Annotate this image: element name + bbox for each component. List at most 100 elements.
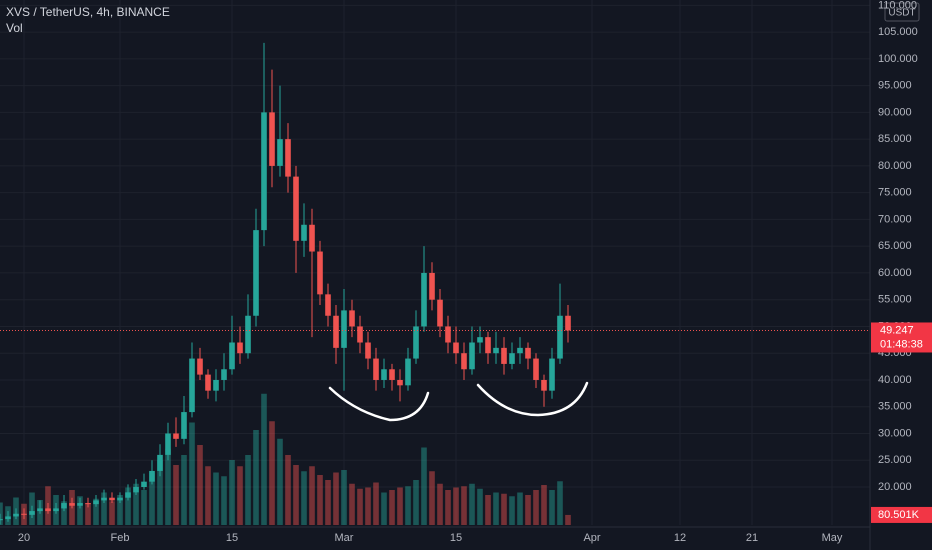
volume-bar: [365, 487, 371, 525]
y-tick-label: 95.000: [878, 80, 912, 92]
x-tick-label: 12: [674, 532, 686, 544]
currency-box[interactable]: [884, 2, 920, 22]
volume-bar: [61, 501, 67, 525]
drawing-curve: [328, 386, 430, 422]
candle-body: [501, 347, 507, 364]
candle-body: [477, 337, 483, 343]
chart-title: XVS / TetherUS, 4h, BINANCE: [6, 5, 170, 19]
candle-body: [541, 379, 547, 391]
y-tick-label: 100.000: [878, 53, 918, 65]
y-tick-label: 60.000: [878, 267, 912, 279]
volume-bar: [293, 465, 299, 525]
candle-body: [213, 379, 219, 391]
x-tick-label: Apr: [583, 532, 600, 544]
candle-body: [21, 513, 27, 515]
candle-body: [341, 310, 347, 348]
candle-body: [173, 433, 179, 439]
volume-bar: [517, 492, 523, 525]
volume-bar: [133, 483, 139, 525]
volume-bar: [229, 460, 235, 525]
candle-body: [301, 224, 307, 241]
candle-body: [205, 374, 211, 391]
volume-bar: [221, 476, 227, 525]
candle-body: [349, 310, 355, 327]
candle-body: [509, 353, 515, 364]
grid: [0, 0, 870, 525]
volume-bar: [445, 490, 451, 525]
volume-bar: [285, 455, 291, 525]
x-tick-label: 15: [450, 532, 462, 544]
volume-bar: [357, 488, 363, 525]
volume-title: Vol: [6, 21, 23, 35]
x-tick-label: 20: [18, 532, 30, 544]
y-tick-label: 55.000: [878, 294, 912, 306]
candle-body: [181, 412, 187, 439]
volume-bar: [405, 486, 411, 525]
volume-bar: [149, 472, 155, 525]
volume-bar: [493, 492, 499, 525]
volume-bar: [213, 472, 219, 525]
volume-bar: [101, 492, 107, 525]
candle-body: [565, 315, 571, 331]
volume-bar: [181, 455, 187, 525]
volume-bar: [173, 465, 179, 525]
candle-body: [381, 369, 387, 380]
y-tick-label: 40.000: [878, 374, 912, 386]
volume-bar: [397, 487, 403, 525]
volume-bar: [109, 501, 115, 525]
volume-bar: [549, 490, 555, 525]
volume-bar: [453, 487, 459, 525]
candle-body: [69, 503, 75, 506]
candle-body: [357, 326, 363, 343]
currency[interactable]: USDT: [888, 8, 915, 19]
candle-body: [189, 358, 195, 413]
volume-bar: [117, 495, 123, 525]
volume-bar: [85, 503, 91, 525]
candle-body: [221, 369, 227, 380]
volume-bar: [77, 496, 83, 525]
volume-bar: [253, 430, 259, 525]
candle-body: [533, 358, 539, 380]
candle-body: [29, 511, 35, 515]
volume-bar: [325, 480, 331, 525]
last-price-box: [871, 322, 932, 353]
volume-bar: [261, 393, 267, 525]
volume-bar: [421, 447, 427, 525]
x-tick-label: May: [822, 532, 843, 544]
volume-bar: [301, 471, 307, 525]
candle-body: [141, 481, 147, 488]
candle-body: [109, 497, 115, 501]
candle-body: [61, 503, 67, 509]
candle-body: [261, 112, 267, 231]
candle-body: [485, 337, 491, 354]
candle-body: [101, 497, 107, 501]
x-tick-label: Feb: [111, 532, 130, 544]
candle-body: [285, 139, 291, 177]
volume-bar: [165, 448, 171, 525]
candle-body: [365, 342, 371, 359]
candle-body: [373, 358, 379, 380]
candle-body: [0, 519, 3, 521]
candle-body: [277, 139, 283, 166]
last-volume-label: 80.501K: [878, 509, 920, 521]
volume-bar: [485, 495, 491, 525]
candle-body: [85, 503, 91, 505]
last-price-label: 49.247: [880, 324, 914, 336]
y-tick-label: 70.000: [878, 213, 912, 225]
candle-body: [317, 251, 323, 295]
candle-body: [245, 315, 251, 354]
candle-body: [421, 272, 427, 327]
y-tick-label: 90.000: [878, 106, 912, 118]
y-tick-label: 80.000: [878, 160, 912, 172]
volume-bar: [93, 498, 99, 525]
y-tick-label: 30.000: [878, 427, 912, 439]
volume-bar: [237, 466, 243, 525]
volume-bar: [277, 438, 283, 525]
volume-bar: [469, 483, 475, 525]
volume-bar: [157, 460, 163, 525]
y-tick-label: 75.000: [878, 187, 912, 199]
volume-bar: [205, 466, 211, 525]
